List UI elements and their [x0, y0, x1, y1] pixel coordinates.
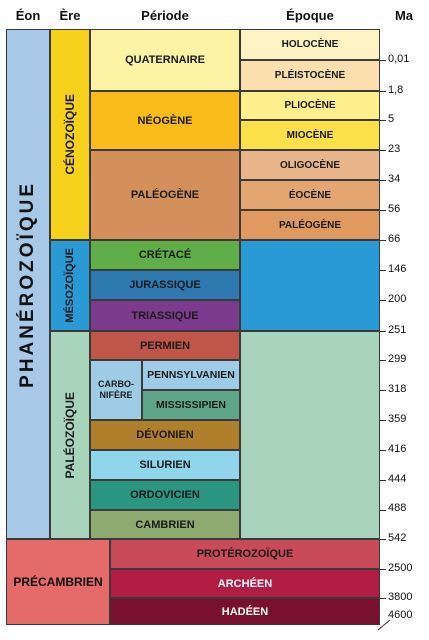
- era-paleozoique-label: PALÉOZOÏQUE: [63, 391, 77, 479]
- ma-label-6: 56: [388, 203, 401, 215]
- period-jurassique: JURASSIQUE: [90, 270, 240, 300]
- ma-tick: [380, 270, 386, 271]
- era-cenozoique-label: CÉNOZOÏQUE: [63, 94, 77, 175]
- header-periode: Période: [141, 8, 189, 23]
- ma-tick: [380, 360, 386, 361]
- ma-label-9: 200: [388, 293, 407, 305]
- period-permien: PERMIEN: [90, 331, 240, 360]
- period-pennsylvanien: PENNSYLVANIEN: [142, 360, 240, 390]
- ma-tick: [380, 480, 386, 481]
- ma-label-10: 251: [388, 324, 407, 336]
- epoch-paleozoique-block: [240, 331, 380, 539]
- ma-label-2: 1,8: [388, 84, 404, 96]
- ma-tick: [380, 60, 386, 61]
- header-ma: Ma: [394, 8, 414, 23]
- eon-hadeen: HADÉEN: [110, 598, 380, 625]
- ma-label-14: 416: [388, 443, 407, 455]
- period-devonien: DÉVONIEN: [90, 420, 240, 450]
- ma-tick: [380, 300, 386, 301]
- ma-label-12: 318: [388, 383, 407, 395]
- ma-label-15: 444: [388, 473, 407, 485]
- era-mesozoique: MÉSOZOÏQUE: [50, 240, 90, 331]
- epoch-mesozoique-block: [240, 240, 380, 331]
- period-carbonifere: CARBO- NIFÈRE: [90, 360, 142, 420]
- eon-phanerozoique-label: PHANÉROZOÏQUE: [17, 180, 38, 388]
- ma-tick: [380, 598, 386, 599]
- period-cretace: CRÉTACÉ: [90, 240, 240, 270]
- period-triassique: TRIASSIQUE: [90, 300, 240, 331]
- ma-tick: [380, 450, 386, 451]
- ma-label-13: 359: [388, 413, 407, 425]
- header-eon: Éon: [15, 8, 41, 23]
- ma-tick: [380, 150, 386, 151]
- ma-tick: [380, 569, 386, 570]
- ma-tick: [380, 420, 386, 421]
- period-silurien: SILURIEN: [90, 450, 240, 480]
- era-cenozoique: CÉNOZOÏQUE: [50, 29, 90, 240]
- eon-archeen: ARCHÉEN: [110, 569, 380, 598]
- ma-label-11: 299: [388, 353, 407, 365]
- epoch-oligocene: OLIGOCÈNE: [240, 150, 380, 180]
- ma-label-7: 66: [388, 233, 401, 245]
- period-cambrien: CAMBRIEN: [90, 510, 240, 539]
- carbonifere-label-line2: NIFÈRE: [99, 390, 133, 400]
- ma-tick: [380, 120, 386, 121]
- ma-label-4: 23: [388, 143, 401, 155]
- header-ere: Ère: [59, 8, 81, 23]
- ma-label-8: 146: [388, 263, 407, 275]
- ma-label-1: 0,01: [388, 53, 410, 65]
- header-epoque: Époque: [286, 8, 334, 23]
- ma-label-18: 2500: [388, 562, 413, 574]
- ma-label-20: 4600: [388, 609, 413, 621]
- period-paleogene: PALÉOGÈNE: [90, 150, 240, 240]
- eon-precambrien: PRÉCAMBRIEN: [6, 539, 110, 625]
- ma-tick: [380, 510, 386, 511]
- ma-label-3: 5: [388, 113, 395, 125]
- ma-tick: [380, 390, 386, 391]
- epoch-paleogene: PALÉOGÈNE: [240, 210, 380, 240]
- period-ordovicien: ORDOVICIEN: [90, 480, 240, 510]
- ma-tick: [380, 331, 386, 332]
- eon-phanerozoique: PHANÉROZOÏQUE: [6, 29, 50, 539]
- ma-label-5: 34: [388, 173, 401, 185]
- ma-tick: [380, 180, 386, 181]
- epoch-pleistocene: PLÉISTOCÈNE: [240, 60, 380, 91]
- epoch-miocene: MIOCÈNE: [240, 120, 380, 150]
- ma-tick: [380, 539, 386, 540]
- era-paleozoique: PALÉOZOÏQUE: [50, 331, 90, 539]
- ma-label-17: 542: [388, 532, 407, 544]
- epoch-eocene: ÉOCÈNE: [240, 180, 380, 210]
- period-mississipien: MISSISSIPIEN: [142, 390, 240, 420]
- era-mesozoique-label: MÉSOZOÏQUE: [64, 248, 76, 323]
- ma-label-16: 488: [388, 502, 407, 514]
- carbonifere-label-line1: CARBO-: [98, 379, 134, 389]
- epoch-pliocene: PLIOCÈNE: [240, 91, 380, 120]
- ma-label-19: 3800: [388, 591, 413, 603]
- epoch-holocene: HOLOCÈNE: [240, 29, 380, 60]
- period-quaternaire: QUATERNAIRE: [90, 29, 240, 91]
- ma-tick: [380, 91, 386, 92]
- ma-tick: [380, 240, 386, 241]
- ma-tick: [380, 210, 386, 211]
- eon-proterozoique: PROTÉROZOÏQUE: [110, 539, 380, 569]
- ma-tick-diagonal: [378, 619, 391, 631]
- period-neogene: NÉOGÈNE: [90, 91, 240, 150]
